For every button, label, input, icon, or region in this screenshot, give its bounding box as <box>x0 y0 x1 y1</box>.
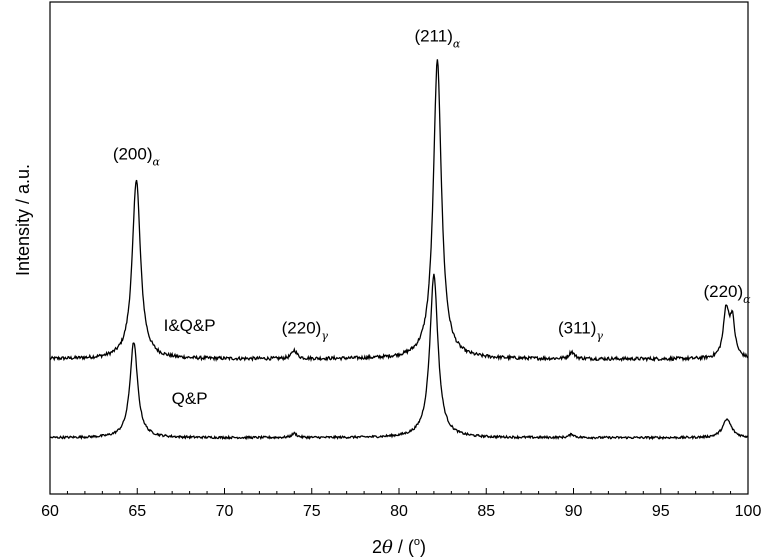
peak-label: (220)α <box>703 282 751 306</box>
peak-label-phase: α <box>743 293 751 306</box>
x-tick-label: 80 <box>390 503 408 520</box>
x-tick-label: 100 <box>735 503 762 520</box>
peak-label: (311)γ <box>558 319 603 343</box>
x-label-unit: / ( <box>393 537 414 557</box>
series-label: I&Q&P <box>164 316 216 335</box>
plot-frame <box>49 1 749 495</box>
peak-label-main: (211) <box>414 26 452 45</box>
x-tick-label: 65 <box>128 503 146 520</box>
series-label: Q&P <box>172 389 208 408</box>
series-line-0 <box>49 59 749 363</box>
x-axis-ticks: 60 65 70 75 80 85 90 95 100 <box>41 488 761 520</box>
peak-annotations: (200)α(220)γ(211)α(311)γ(220)α <box>113 26 751 342</box>
x-label-unit-close: ) <box>420 537 426 557</box>
x-tick-label: 85 <box>477 503 495 520</box>
x-label-symbol: θ <box>382 537 393 558</box>
peak-label-phase: γ <box>596 330 603 343</box>
peak-label: (220)γ <box>282 319 329 343</box>
peak-label-main: (311) <box>558 319 596 338</box>
series-lines <box>49 59 749 441</box>
x-tick-label: 70 <box>216 503 234 520</box>
x-tick-label: 95 <box>652 503 670 520</box>
peak-label-main: (220) <box>282 319 322 338</box>
peak-label-phase: γ <box>321 330 328 343</box>
x-tick-label: 60 <box>41 503 59 520</box>
x-axis-label: 2θ / (o) <box>372 536 426 558</box>
series-line-1 <box>49 273 749 441</box>
peak-label: (200)α <box>113 144 161 168</box>
peak-label-main: (220) <box>703 282 743 301</box>
peak-label: (211)α <box>414 26 460 50</box>
x-tick-label: 75 <box>303 503 321 520</box>
x-label-prefix: 2 <box>372 537 382 557</box>
peak-label-main: (200) <box>113 144 153 163</box>
x-tick-label: 90 <box>565 503 583 520</box>
peak-label-phase: α <box>453 37 461 50</box>
x-label-unit-sup: o <box>414 536 420 548</box>
y-axis-label: Intensity / a.u. <box>13 164 33 276</box>
series-labels: I&Q&P Q&P <box>164 316 216 408</box>
peak-label-phase: α <box>153 155 161 168</box>
